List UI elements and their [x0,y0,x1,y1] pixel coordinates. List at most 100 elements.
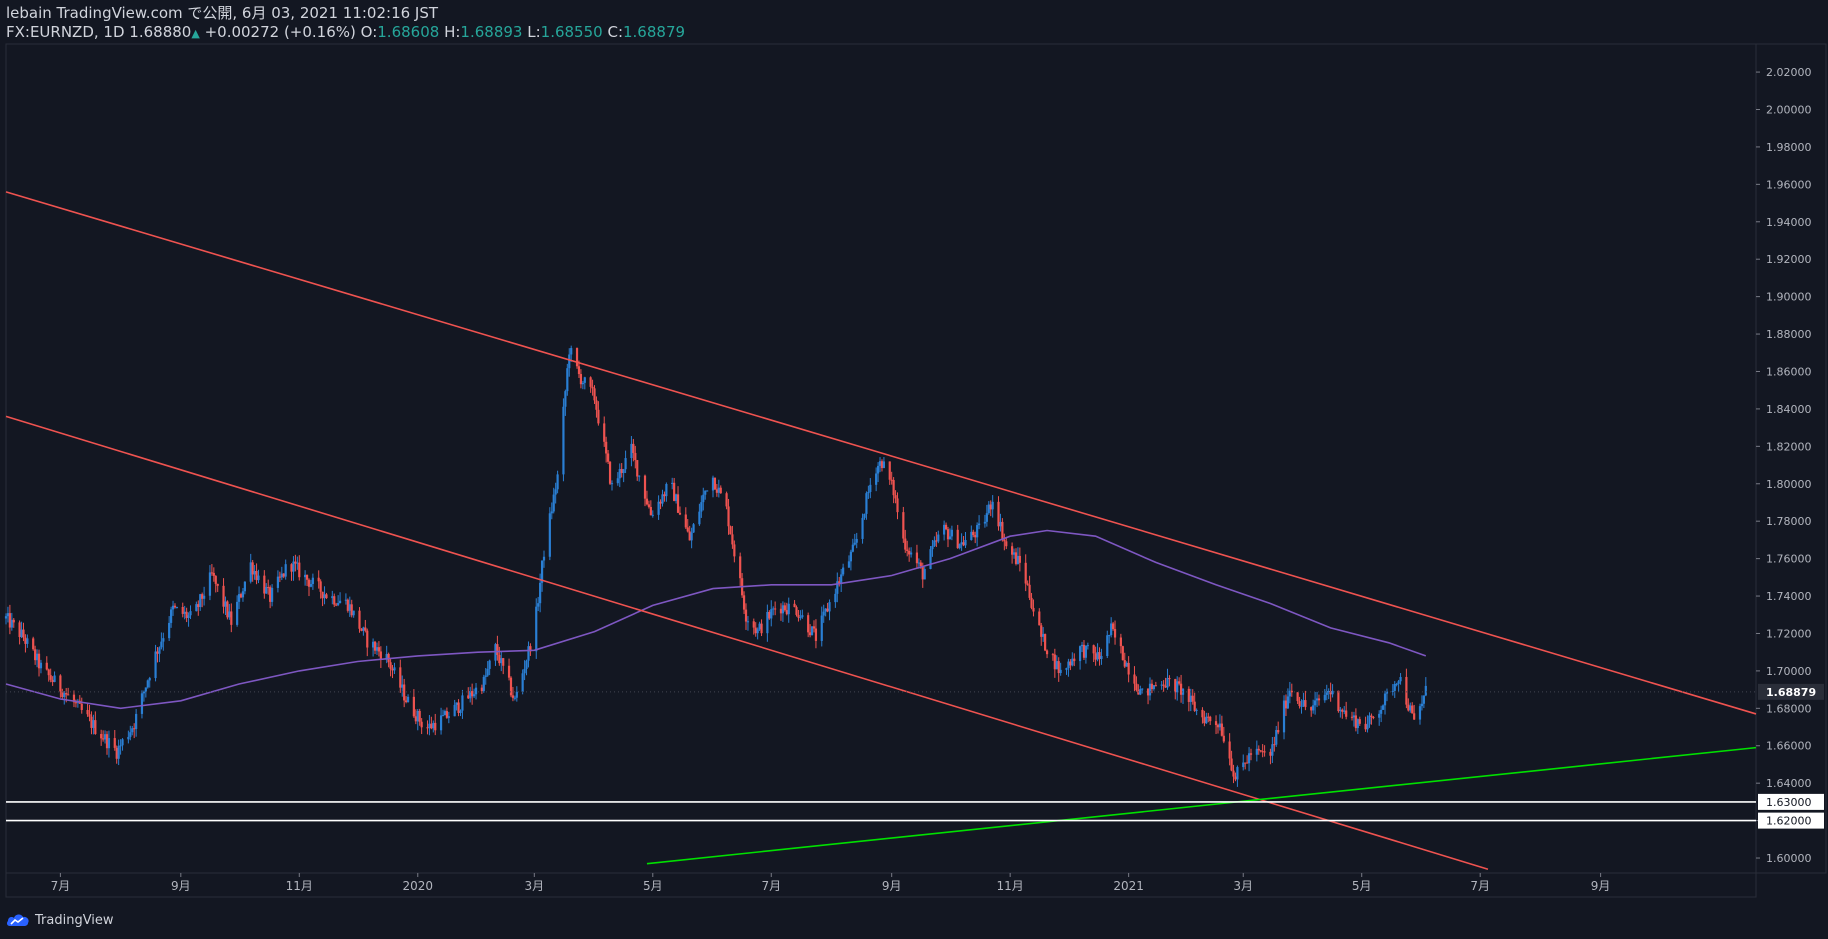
candle-up [869,484,872,493]
up-arrow-icon: ▲ [191,27,200,40]
candle-up [923,568,926,580]
candle-up [1218,723,1222,728]
candle-down [1220,723,1223,736]
candle-down [946,529,950,540]
symbol-name[interactable]: FX:EURNZD, 1D [6,23,125,41]
candle-up [564,391,567,407]
candle-down [414,716,417,722]
candle-down [350,604,353,616]
candle-up [243,581,247,592]
candle-down [102,738,105,740]
candle-down [1082,644,1086,658]
price-axis[interactable] [1755,43,1827,874]
candle-down [1003,539,1006,542]
candle-down [597,409,600,424]
candle-down [24,637,27,644]
candle-up [976,525,979,538]
candle-down [212,572,215,576]
time-tick-label: 2020 [402,879,433,893]
candle-up [6,613,10,617]
candle-up [154,651,157,679]
candle-down [197,604,200,608]
price-tick-label: 1.94000 [1766,216,1812,229]
candle-down [607,453,610,462]
candle-down [713,477,717,490]
tradingview-brand[interactable]: TradingView [6,910,114,930]
current-price-badge [1758,683,1824,700]
plot-area[interactable] [5,43,1757,874]
publish-info: lebain TradingView.com で公開, 6月 03, 2021 … [6,4,439,22]
candle-up [865,493,868,514]
candle-down [333,596,336,605]
candle-up [63,693,66,698]
candle-down [1345,710,1348,717]
candle-down [779,608,783,614]
candle-up [523,668,526,674]
candle-down [1154,685,1157,687]
candle-up [1096,652,1099,660]
candle-up [1189,695,1192,702]
candle-up [1086,645,1089,647]
candle-up [416,710,419,722]
price-tick-label: 1.68000 [1766,702,1812,715]
candle-down [267,587,270,589]
candle-down [1244,762,1247,764]
candle-down [727,506,730,527]
candle-up [1108,635,1111,637]
candle-up [674,494,678,501]
candle-up [554,489,557,495]
candle-up [1141,688,1144,690]
candle-up [1422,695,1425,704]
candle-down [86,709,89,715]
candle-down [577,366,581,375]
candle-down [632,443,635,454]
candle-up [781,605,785,614]
candle-up [1331,690,1334,695]
candle-up [375,647,379,651]
candle-down [688,531,691,541]
candle-up [131,728,134,733]
candle-down [1001,521,1004,540]
candle-up [910,552,913,555]
candle-up [983,521,987,524]
candle-up [657,501,660,515]
candle-up [237,594,241,602]
candle-up [432,722,435,729]
time-tick-label: 9月 [882,879,902,893]
price-tick-label: 1.70000 [1766,665,1812,678]
candle-down [18,622,21,638]
price-tick-label: 1.78000 [1766,515,1812,528]
candle-up [469,691,472,699]
candle-up [1125,662,1128,667]
candle-down [1187,688,1190,702]
candle-up [772,608,775,610]
brand-label: TradingView [35,912,114,928]
candle-up [756,629,759,634]
candle-down [226,601,229,618]
candle-up [39,662,43,669]
candle-up [169,609,173,623]
candle-down [915,552,919,564]
current-price-label: 1.68879 [1766,686,1816,699]
candle-up [746,621,750,623]
candle-down [1228,741,1231,759]
candle-up [630,443,633,459]
candle-up [1312,705,1315,711]
lower-channel-trendline [5,415,1489,871]
candle-up [284,564,287,577]
candle-down [1214,721,1218,726]
candle-down [1405,676,1408,705]
candle-down [645,498,649,505]
candle-up [556,474,559,490]
time-axis[interactable] [5,872,1757,898]
candle-up [661,494,664,504]
candle-up [1148,683,1152,696]
candle-up [270,587,274,602]
candle-up [296,562,299,564]
candle-up [1166,677,1169,688]
candle-up [1059,669,1062,674]
candle-up [10,619,13,628]
candle-down [307,579,311,587]
candle-down [731,534,734,545]
